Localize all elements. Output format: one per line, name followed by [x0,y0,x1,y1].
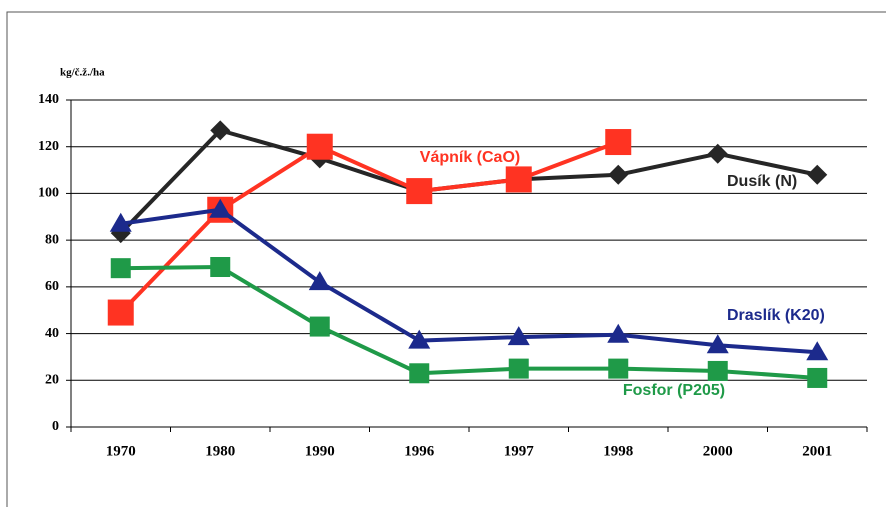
x-tick-label: 2001 [802,443,832,459]
marker [505,166,532,193]
series-label: Dusík (N) [727,173,797,190]
y-tick-label: 120 [38,139,59,154]
marker [209,198,232,218]
marker [608,164,629,185]
marker [807,367,828,388]
y-tick-label: 60 [45,279,59,294]
x-tick-label: 1970 [106,443,136,459]
marker [109,212,132,232]
marker [607,323,630,343]
x-tick-label: 1996 [404,443,435,459]
marker [110,258,131,279]
x-tick-label: 1997 [504,443,535,459]
series-line [120,265,818,380]
marker [807,164,828,185]
series-line [120,207,818,355]
marker [608,358,629,379]
marker [210,257,231,278]
y-tick-label: 0 [52,419,59,434]
series-line [119,140,619,314]
marker [605,129,632,156]
y-tick-label: 80 [45,232,59,247]
marker [706,334,729,354]
series-label: Fosfor (P205) [623,382,725,399]
series-label: Draslík (K20) [727,307,825,324]
marker [306,133,333,160]
marker [409,363,430,384]
marker [707,360,728,381]
y-axis-label: kg/č.ž./ha [60,67,105,79]
marker [508,358,529,379]
marker [309,316,330,337]
x-tick-label: 1990 [305,443,335,459]
y-tick-label: 100 [38,186,59,201]
marker [107,299,134,326]
frame [6,11,886,507]
y-tick-label: 140 [38,92,59,107]
marker [308,271,331,291]
marker [408,329,431,349]
marker [406,178,433,205]
series-label: Vápník (CaO) [420,149,520,166]
x-tick-label: 1998 [603,443,633,459]
marker [507,326,530,346]
x-tick-label: 2000 [703,443,733,459]
y-tick-label: 20 [45,373,59,388]
marker [707,143,728,164]
marker [210,120,231,141]
marker [806,341,829,361]
x-tick-label: 1980 [205,443,235,459]
y-tick-label: 40 [45,326,59,341]
